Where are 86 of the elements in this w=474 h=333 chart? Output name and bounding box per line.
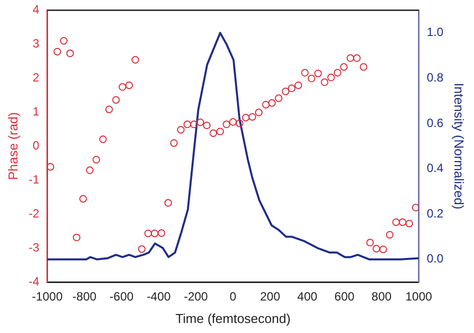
point — [210, 129, 218, 137]
point — [327, 74, 335, 82]
y2-tick-label: 0.2 — [426, 206, 444, 220]
point — [236, 120, 244, 128]
point — [392, 218, 400, 226]
point — [334, 68, 342, 77]
point — [92, 156, 100, 164]
y-tick-label: -1 — [28, 172, 40, 186]
y-tick-label: 4 — [32, 2, 40, 17]
x-tick-label: 600 — [334, 290, 355, 304]
point — [229, 118, 237, 126]
point — [379, 246, 388, 254]
point — [54, 48, 62, 56]
point — [262, 100, 270, 108]
point — [320, 78, 328, 86]
point — [60, 36, 68, 45]
point — [86, 166, 94, 174]
point — [308, 74, 316, 82]
point — [405, 220, 414, 228]
point — [216, 128, 224, 136]
point — [386, 230, 394, 239]
point — [79, 194, 87, 203]
x-tick-label: 400 — [297, 290, 318, 304]
point — [222, 120, 230, 128]
y2-tick-label: 0.6 — [426, 116, 444, 130]
point — [314, 70, 322, 78]
x-tick-label: -400 — [146, 290, 172, 304]
point — [268, 99, 276, 107]
point — [412, 204, 419, 212]
y-axis-title: Phase (rad) — [5, 112, 20, 180]
y2-axis-title: Intensity (Normalized) — [452, 82, 467, 210]
y2-tick-label: 0.0 — [426, 252, 444, 266]
point — [177, 126, 185, 134]
x-tick-label: 800 — [372, 290, 392, 304]
x-tick-label: -800 — [72, 290, 97, 304]
point — [150, 230, 158, 238]
point — [255, 108, 263, 116]
point — [190, 120, 198, 128]
x-tick-label: -1000 — [32, 290, 63, 304]
point — [366, 238, 374, 246]
point — [242, 114, 250, 122]
point — [288, 84, 296, 92]
point — [105, 106, 113, 114]
point — [144, 230, 152, 238]
point — [158, 229, 166, 237]
point — [125, 81, 133, 90]
point — [353, 54, 361, 62]
point — [340, 63, 348, 71]
point — [138, 245, 146, 253]
x-axis-title: Time (femtosecond) — [175, 310, 291, 326]
point — [346, 54, 354, 62]
point — [203, 122, 211, 130]
point — [72, 234, 80, 242]
point — [372, 244, 380, 253]
y-tick-label: -2 — [28, 206, 40, 220]
x-tick-label: 0 — [230, 290, 237, 304]
point — [47, 163, 54, 171]
x-tick-label: 200 — [260, 290, 280, 304]
y-tick-label: -4 — [28, 274, 40, 288]
point — [170, 139, 178, 147]
x-tick-label: 1000 — [405, 290, 432, 304]
point — [112, 96, 120, 104]
point — [118, 83, 126, 91]
y-tick-label: 1 — [32, 104, 40, 118]
point — [164, 199, 172, 207]
point — [294, 81, 302, 90]
x-tick-label: -200 — [184, 290, 208, 304]
point — [282, 88, 290, 96]
point — [398, 218, 406, 226]
point — [132, 56, 140, 64]
point — [301, 68, 309, 77]
point — [360, 63, 368, 71]
point — [99, 136, 107, 144]
point — [248, 113, 256, 121]
y2-tick-label: 1.0 — [426, 25, 444, 40]
y-tick-label: 0 — [32, 138, 40, 152]
point — [66, 50, 74, 58]
x-tick-label: -600 — [110, 290, 134, 304]
y2-tick-label: 0.4 — [426, 161, 444, 176]
point — [196, 118, 204, 126]
y-tick-label: 3 — [32, 36, 40, 50]
point — [184, 120, 192, 128]
point — [274, 94, 282, 102]
y-tick-label: 2 — [32, 70, 40, 84]
y2-tick-label: 0.8 — [426, 70, 444, 84]
y-tick-label: -3 — [28, 240, 40, 254]
